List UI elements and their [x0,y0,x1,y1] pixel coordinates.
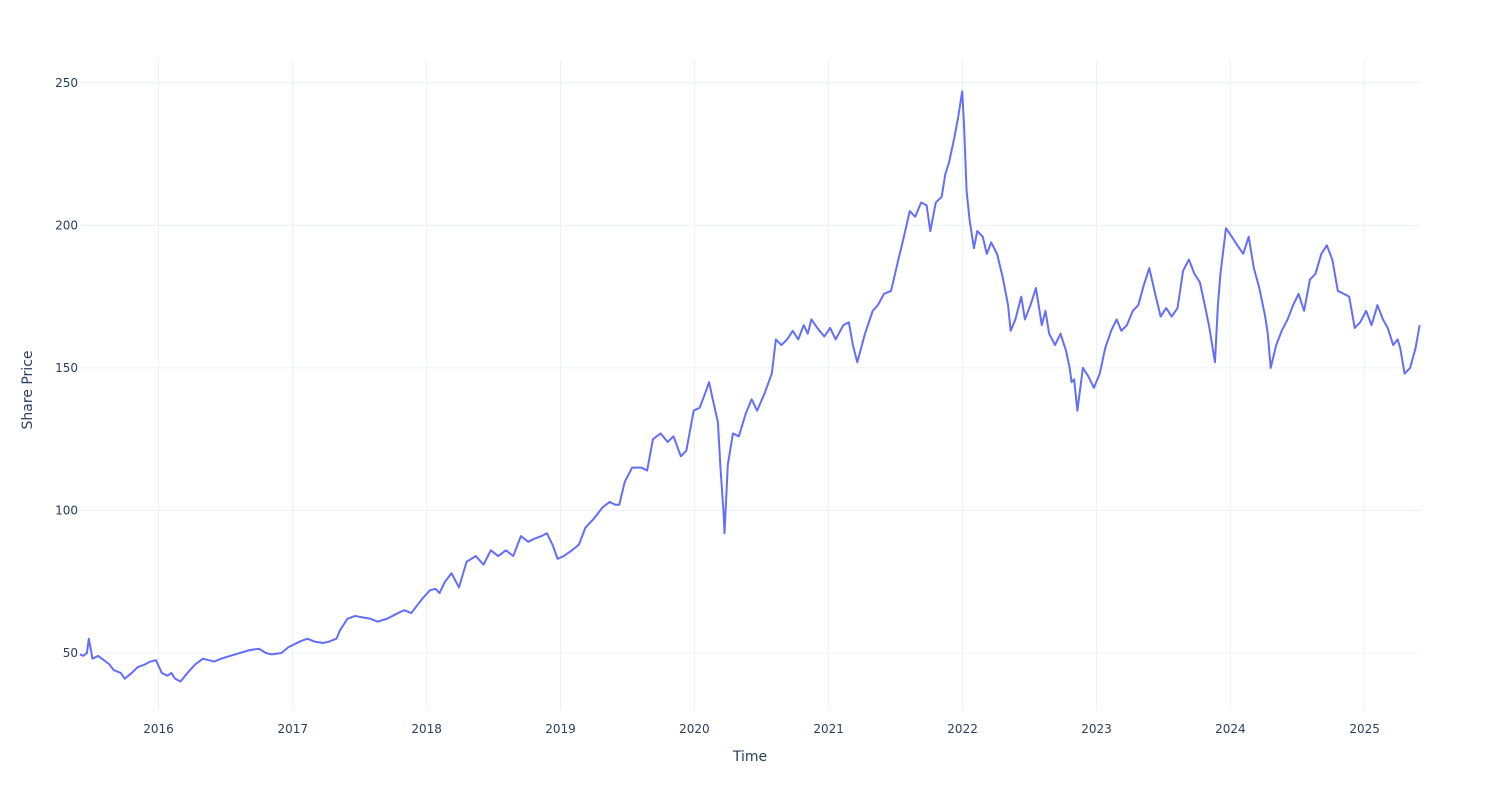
y-tick-label: 200 [55,218,78,232]
x-tick-label: 2017 [277,722,308,736]
x-gridlines [157,60,1366,710]
y-axis-title: Share Price [20,350,36,429]
series-layer [79,90,1421,683]
x-tick-label: 2025 [1349,722,1380,736]
x-tick-label: 2016 [143,722,174,736]
x-tick-label: 2022 [947,722,978,736]
y-tick-label: 100 [55,503,78,517]
y-tick-label: 150 [55,361,78,375]
y-gridlines [80,82,1420,654]
x-tick-labels: 2016 2017 2018 2019 2020 2021 2022 2023 2024 2025 [143,722,1380,736]
series-line [79,90,1421,683]
x-tick-label: 2019 [545,722,576,736]
x-tick-label: 2024 [1215,722,1246,736]
x-tick-label: 2023 [1081,722,1112,736]
x-axis-title: Time [732,749,767,765]
x-tick-label: 2018 [411,722,442,736]
y-tick-labels: 50 100 150 200 250 [55,76,78,660]
x-tick-label: 2020 [679,722,710,736]
y-tick-label: 50 [63,646,78,660]
y-tick-label: 250 [55,76,78,90]
x-tick-label: 2021 [813,722,844,736]
